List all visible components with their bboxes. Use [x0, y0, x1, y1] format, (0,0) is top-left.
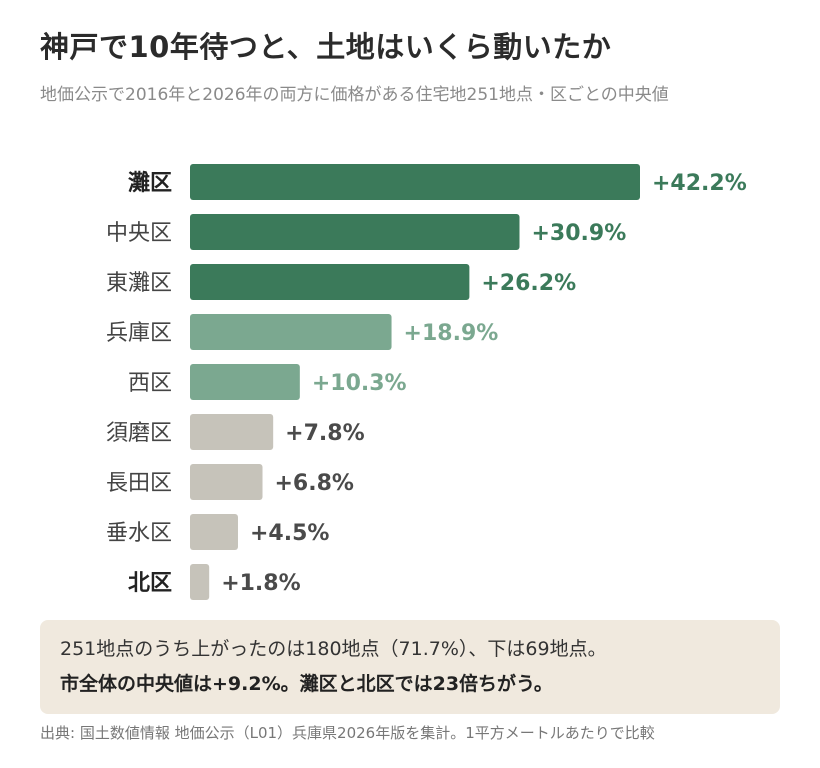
summary-note-line2: 市全体の中央値は+9.2%。灘区と北区では23倍ちがう。 [60, 673, 553, 695]
category-label: 中央区 [106, 221, 172, 246]
value-label: +42.2% [652, 171, 747, 196]
bar [190, 314, 392, 350]
category-label: 垂水区 [106, 521, 172, 546]
value-label: +6.8% [275, 471, 354, 496]
value-label: +1.8% [221, 571, 300, 596]
category-label: 兵庫区 [106, 321, 172, 346]
bar [190, 414, 274, 450]
category-label: 須磨区 [106, 421, 172, 446]
bar [190, 364, 300, 400]
bar [190, 464, 263, 500]
bar [190, 564, 210, 600]
bar-chart: 灘区 +42.2% 中央区 +30.9% 東灘区 +26.2% 兵庫区 +18.9% 西区 +10… [106, 164, 747, 600]
bar [190, 164, 640, 200]
bar [190, 264, 470, 300]
value-label: +10.3% [312, 371, 407, 396]
category-label: 西区 [128, 371, 172, 396]
summary-note-line1: 251地点のうち上がったのは180地点（71.7%）、下は69地点。 [60, 638, 607, 660]
bar [190, 514, 238, 550]
value-label: +30.9% [532, 221, 627, 246]
category-label: 東灘区 [106, 271, 172, 296]
category-label: 灘区 [128, 170, 172, 196]
source-credit: 出典: 国土数値情報 地価公示（L01）兵庫県2026年版を集計。1平方メートル… [40, 724, 655, 742]
summary-note: 251地点のうち上がったのは180地点（71.7%）、下は69地点。 市全体の中… [40, 620, 780, 714]
value-label: +26.2% [481, 271, 576, 296]
value-label: +18.9% [404, 321, 499, 346]
category-label: 長田区 [106, 471, 172, 496]
chart-title: 神戸で10年待つと、土地はいくら動いたか [40, 30, 612, 64]
value-label: +4.5% [250, 521, 329, 546]
bar [190, 214, 520, 250]
chart-subtitle: 地価公示で2016年と2026年の両方に価格がある住宅地251地点・区ごとの中央… [40, 85, 669, 105]
value-label: +7.8% [285, 421, 364, 446]
category-label: 北区 [128, 571, 172, 596]
